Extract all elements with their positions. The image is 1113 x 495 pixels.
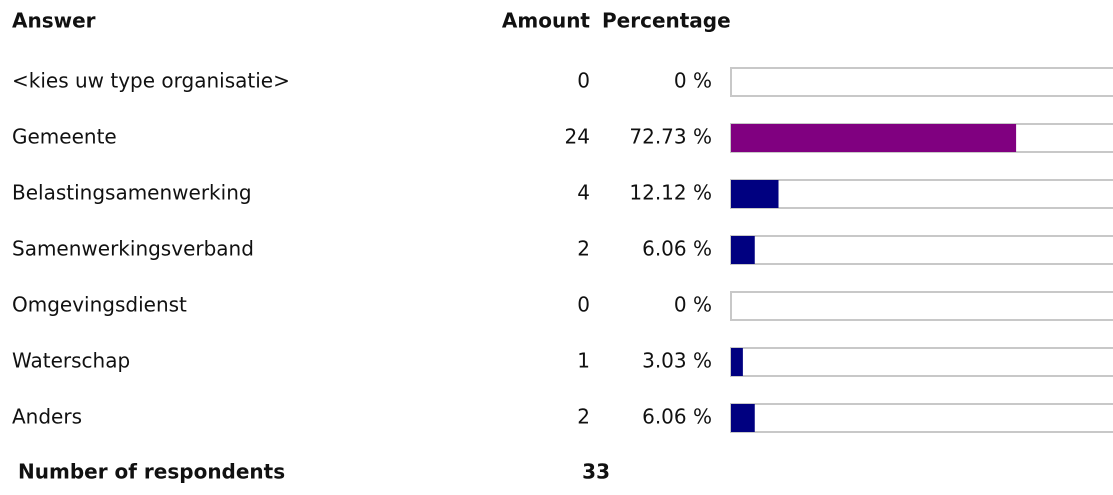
bar-track	[730, 67, 1113, 97]
amount: 0	[577, 69, 590, 93]
header-answer: Answer	[12, 9, 96, 33]
bar	[731, 404, 755, 432]
bar-track	[730, 235, 1113, 265]
percentage-label: 12.12 %	[629, 181, 712, 205]
bar	[731, 236, 755, 264]
amount: 1	[577, 349, 590, 373]
bar-track	[730, 179, 1113, 209]
percentage-label: 0 %	[674, 293, 712, 317]
answer-label: Gemeente	[12, 125, 117, 149]
percentage-label: 6.06 %	[642, 237, 712, 261]
percentage-label: 72.73 %	[629, 125, 712, 149]
answer-label: Samenwerkingsverband	[12, 237, 254, 261]
percentage-label: 3.03 %	[642, 349, 712, 373]
bar	[731, 348, 743, 376]
answer-label: Omgevingsdienst	[12, 293, 187, 317]
answer-label: <kies uw type organisatie>	[12, 69, 290, 93]
amount: 2	[577, 237, 590, 261]
amount: 2	[577, 405, 590, 429]
bar	[731, 124, 1017, 152]
amount: 4	[577, 181, 590, 205]
header-amount: Amount	[502, 9, 591, 33]
amount: 24	[565, 125, 590, 149]
answer-label: Waterschap	[12, 349, 130, 373]
answer-label: Belastingsamenwerking	[12, 181, 252, 205]
bar-track	[730, 403, 1113, 433]
percentage-label: 6.06 %	[642, 405, 712, 429]
bar	[731, 180, 779, 208]
percentage-label: 0 %	[674, 69, 712, 93]
amount: 0	[577, 293, 590, 317]
footer-label: Number of respondents	[18, 460, 285, 484]
bar-track	[730, 291, 1113, 321]
answer-label: Anders	[12, 405, 82, 429]
footer-value: 33	[582, 460, 610, 484]
header-percentage: Percentage	[602, 9, 731, 33]
bar-track	[730, 347, 1113, 377]
